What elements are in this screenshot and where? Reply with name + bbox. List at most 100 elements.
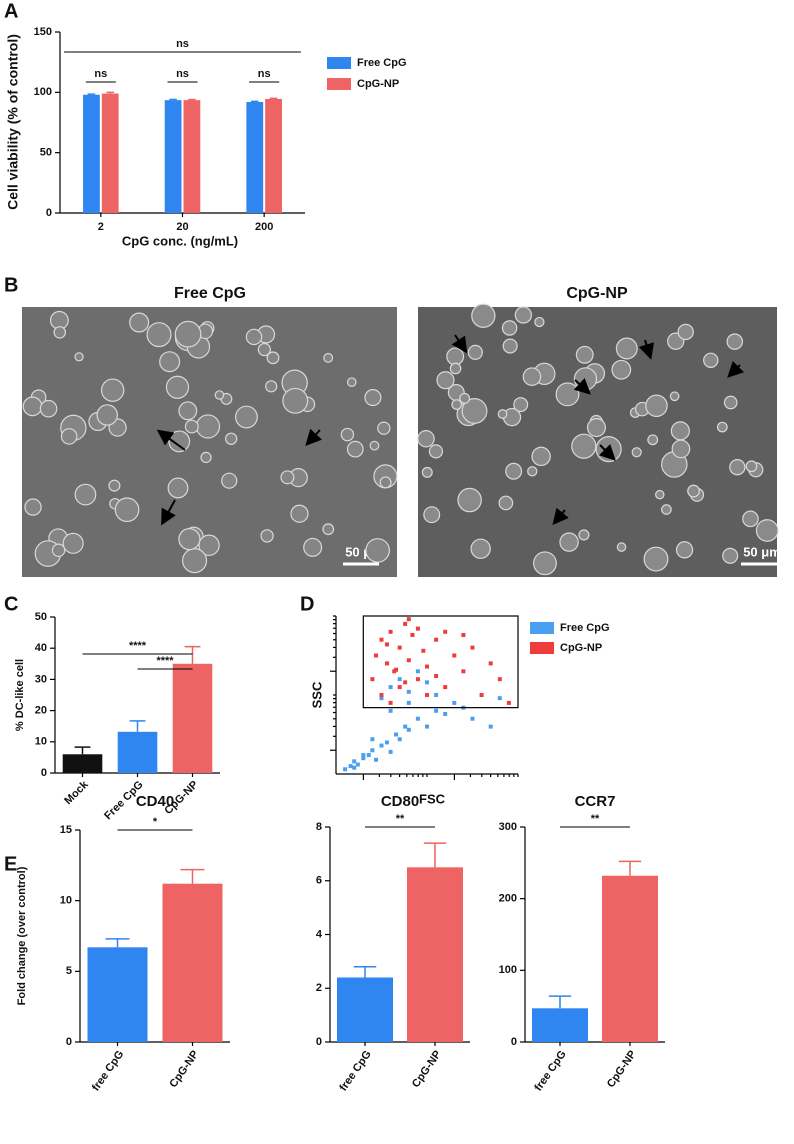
legend-swatch — [327, 57, 351, 69]
point — [394, 732, 399, 737]
point — [497, 696, 502, 701]
chart-title: CD40 — [136, 793, 174, 810]
arrow — [305, 428, 323, 446]
bar — [246, 101, 264, 213]
point — [388, 700, 393, 705]
significance-label: ns — [176, 38, 189, 50]
cell — [559, 532, 579, 552]
point — [415, 716, 420, 721]
cell — [260, 529, 274, 543]
point — [406, 700, 411, 705]
cell — [346, 377, 357, 387]
cell — [575, 345, 594, 364]
x-axis-label: CpG conc. (ng/mL) — [122, 233, 238, 248]
cell — [573, 367, 598, 391]
cell — [722, 547, 739, 564]
cell — [159, 351, 181, 373]
cell — [200, 451, 212, 464]
significance-label: * — [153, 816, 158, 828]
panel-label: D — [300, 593, 314, 615]
x-tick-label: Mock — [62, 778, 91, 807]
y-axis-label: SSC — [309, 681, 324, 708]
cell — [446, 347, 465, 366]
cell — [502, 338, 518, 354]
cell — [265, 380, 278, 393]
y-tick-label: 6 — [316, 875, 322, 887]
cell — [645, 394, 668, 418]
chart-title: CD80 — [381, 793, 419, 810]
cell — [184, 419, 199, 434]
legend-label: CpG-NP — [560, 642, 602, 654]
point — [384, 740, 389, 745]
cell — [290, 504, 309, 523]
point — [488, 661, 493, 666]
point — [470, 645, 475, 650]
cell — [669, 391, 680, 402]
y-tick-label: 5 — [66, 965, 72, 977]
cell — [221, 472, 238, 489]
point — [470, 716, 475, 721]
x-tick-label: 200 — [255, 221, 273, 233]
cell — [421, 466, 433, 478]
point — [434, 708, 439, 713]
y-tick-label: 100 — [499, 964, 517, 976]
arrow — [552, 507, 569, 526]
cell — [74, 483, 97, 506]
point — [370, 748, 375, 753]
cell — [677, 323, 694, 341]
significance-label: **** — [156, 655, 174, 667]
arrow — [727, 360, 745, 378]
arrow — [161, 499, 176, 526]
point — [355, 762, 360, 767]
cell — [661, 504, 672, 515]
gate — [362, 615, 519, 709]
arrow — [451, 334, 468, 354]
point — [352, 765, 357, 770]
cell — [100, 378, 125, 402]
cell — [114, 497, 140, 523]
point — [452, 653, 457, 658]
point — [403, 680, 408, 685]
bar — [162, 883, 223, 1042]
cell — [531, 446, 551, 467]
panel-label: B — [4, 274, 18, 296]
significance-label: ** — [591, 813, 600, 825]
point — [366, 753, 371, 758]
cell — [245, 328, 263, 346]
cell — [198, 534, 220, 556]
significance-label: ns — [176, 68, 189, 80]
legend-swatch — [530, 622, 554, 634]
point — [452, 700, 457, 705]
point — [388, 629, 393, 634]
cell — [643, 546, 669, 572]
point — [384, 661, 389, 666]
cell — [257, 342, 271, 357]
bar — [337, 977, 393, 1042]
y-axis-label: Cell viability (% of control) — [5, 34, 21, 210]
point — [415, 626, 420, 631]
cell — [505, 462, 523, 480]
legend-label: Free CpG — [560, 622, 610, 634]
cell — [616, 542, 627, 552]
cell — [51, 543, 66, 558]
point — [352, 759, 357, 764]
y-tick-label: 0 — [66, 1036, 72, 1048]
point — [434, 674, 439, 679]
image-title: Free CpG — [174, 285, 246, 302]
significance-label: ** — [396, 813, 405, 825]
cell — [96, 404, 119, 426]
cell — [74, 352, 84, 362]
point — [343, 767, 348, 772]
cell — [282, 387, 309, 414]
point — [379, 693, 384, 697]
point — [421, 648, 426, 653]
point — [403, 724, 408, 729]
y-tick-label: 0 — [41, 767, 47, 779]
cell — [280, 470, 295, 485]
point — [434, 693, 439, 697]
y-tick-label: 0 — [46, 207, 52, 219]
cell — [423, 506, 441, 524]
point — [379, 637, 384, 642]
cell — [178, 528, 201, 551]
cell — [323, 352, 334, 363]
